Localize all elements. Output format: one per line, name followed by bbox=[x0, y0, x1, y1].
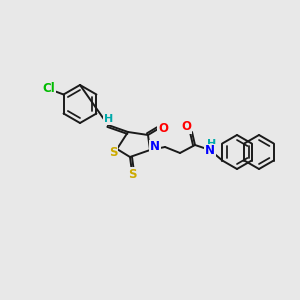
Text: S: S bbox=[128, 167, 136, 181]
Text: S: S bbox=[109, 146, 117, 158]
Text: Cl: Cl bbox=[42, 82, 55, 95]
Text: H: H bbox=[207, 139, 217, 149]
Text: O: O bbox=[181, 121, 191, 134]
Text: H: H bbox=[104, 114, 114, 124]
Text: O: O bbox=[158, 122, 168, 136]
Text: N: N bbox=[205, 145, 215, 158]
Text: N: N bbox=[150, 140, 160, 154]
